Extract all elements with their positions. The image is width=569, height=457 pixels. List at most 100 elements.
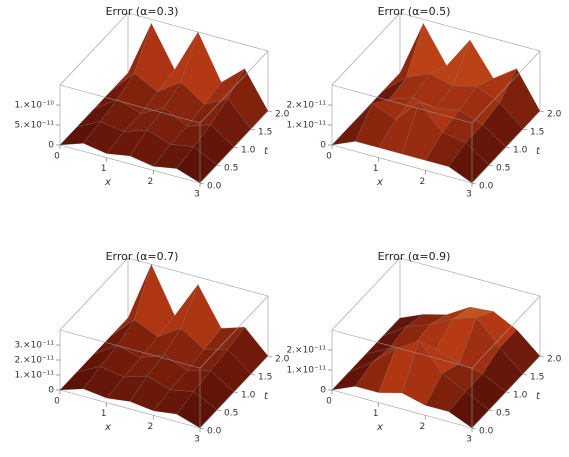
- t-tick: [199, 182, 205, 185]
- t-tick: [267, 355, 273, 358]
- t-tick-label: 0.0: [207, 427, 222, 437]
- z-tick-label: 1.×10⁻¹¹: [286, 366, 326, 376]
- box-edge: [331, 84, 473, 124]
- box-edge: [59, 144, 201, 184]
- x-tick-label: 0: [54, 397, 60, 407]
- t-tick: [539, 110, 545, 113]
- t-tick-label: 2.0: [275, 110, 290, 120]
- box-edge: [199, 50, 269, 124]
- x-tick-label: 3: [194, 435, 200, 445]
- t-tick: [488, 164, 494, 167]
- x-axis-label: x: [104, 177, 111, 188]
- t-tick: [488, 409, 494, 412]
- t-tick-label: 2.0: [547, 355, 562, 365]
- x-axis-label: x: [376, 422, 383, 433]
- t-tick-label: 1.0: [241, 146, 256, 156]
- z-tick-label: 5.×10⁻¹¹: [14, 121, 54, 131]
- z-tick-label: 0: [48, 141, 54, 151]
- t-axis-label: t: [264, 146, 269, 157]
- chart-title: Error (α=0.9): [378, 250, 451, 263]
- x-tick-label: 3: [466, 190, 472, 200]
- x-axis-label: x: [376, 177, 383, 188]
- t-tick: [539, 355, 545, 358]
- z-tick-label: 0: [320, 141, 326, 151]
- t-tick: [505, 391, 511, 394]
- t-tick: [471, 427, 477, 430]
- chart-title: Error (α=0.7): [106, 250, 179, 263]
- t-tick: [505, 146, 511, 149]
- t-tick: [216, 409, 222, 412]
- t-tick: [522, 128, 528, 131]
- box-edge: [199, 295, 269, 369]
- z-tick-label: 2.×10⁻¹¹: [286, 346, 326, 356]
- t-tick: [522, 373, 528, 376]
- t-tick-label: 1.5: [530, 373, 544, 383]
- t-tick: [250, 128, 256, 131]
- t-tick-label: 0.5: [496, 409, 510, 419]
- x-tick-label: 3: [466, 435, 472, 445]
- t-tick: [199, 427, 205, 430]
- z-tick-label: 2.×10⁻¹¹: [14, 356, 54, 366]
- box-edge: [331, 144, 473, 184]
- z-tick-label: 1.×10⁻¹¹: [14, 371, 54, 381]
- t-tick-label: 0.5: [224, 164, 238, 174]
- t-axis-label: t: [536, 146, 541, 157]
- x-tick-label: 0: [54, 152, 60, 162]
- box-edge: [399, 12, 541, 52]
- box-edge: [59, 389, 201, 429]
- t-tick-label: 2.0: [275, 355, 290, 365]
- t-tick: [216, 164, 222, 167]
- box-edge: [471, 50, 541, 124]
- t-tick-label: 1.0: [513, 391, 528, 401]
- x-tick-label: 3: [194, 190, 200, 200]
- x-tick-label: 1: [101, 164, 107, 174]
- t-tick-label: 1.0: [513, 146, 528, 156]
- box-edge: [59, 84, 201, 124]
- t-tick: [233, 391, 239, 394]
- chart-title: Error (α=0.5): [378, 5, 451, 18]
- t-tick-label: 0.5: [496, 164, 510, 174]
- box-edge: [331, 329, 473, 369]
- t-axis-label: t: [264, 391, 269, 402]
- x-tick-label: 1: [373, 409, 379, 419]
- t-tick: [471, 182, 477, 185]
- x-tick-label: 2: [419, 177, 425, 187]
- t-tick-label: 1.5: [258, 373, 272, 383]
- box-edge: [399, 257, 541, 297]
- z-tick-label: 0: [48, 386, 54, 396]
- t-tick-label: 0.0: [207, 182, 222, 192]
- t-tick: [267, 110, 273, 113]
- t-tick: [250, 373, 256, 376]
- z-tick-label: 1.×10⁻¹¹: [286, 121, 326, 131]
- t-tick: [233, 146, 239, 149]
- t-tick-label: 0.0: [479, 427, 494, 437]
- box-edge: [59, 12, 129, 86]
- x-tick-label: 1: [101, 409, 107, 419]
- t-axis-label: t: [536, 391, 541, 402]
- box-edge: [471, 295, 541, 369]
- t-tick-label: 0.0: [479, 182, 494, 192]
- x-tick-label: 0: [326, 397, 332, 407]
- t-tick-label: 1.5: [258, 128, 272, 138]
- chart-title: Error (α=0.3): [106, 5, 179, 18]
- z-tick-label: 1.×10⁻¹⁰: [14, 101, 54, 111]
- box-edge: [331, 389, 473, 429]
- t-tick-label: 1.5: [530, 128, 544, 138]
- z-tick-label: 2.×10⁻¹¹: [286, 101, 326, 111]
- x-tick-label: 2: [147, 422, 153, 432]
- box-edge: [331, 257, 401, 331]
- box-edge: [59, 329, 201, 369]
- x-axis-label: x: [104, 422, 111, 433]
- t-tick-label: 0.5: [224, 409, 238, 419]
- x-tick-label: 0: [326, 152, 332, 162]
- x-tick-label: 2: [419, 422, 425, 432]
- x-tick-label: 2: [147, 177, 153, 187]
- z-tick-label: 3.×10⁻¹¹: [14, 341, 54, 351]
- box-edge: [331, 12, 401, 86]
- t-tick-label: 2.0: [547, 110, 562, 120]
- t-tick-label: 1.0: [241, 391, 256, 401]
- box-edge: [59, 257, 129, 331]
- z-tick-label: 0: [320, 386, 326, 396]
- x-tick-label: 1: [373, 164, 379, 174]
